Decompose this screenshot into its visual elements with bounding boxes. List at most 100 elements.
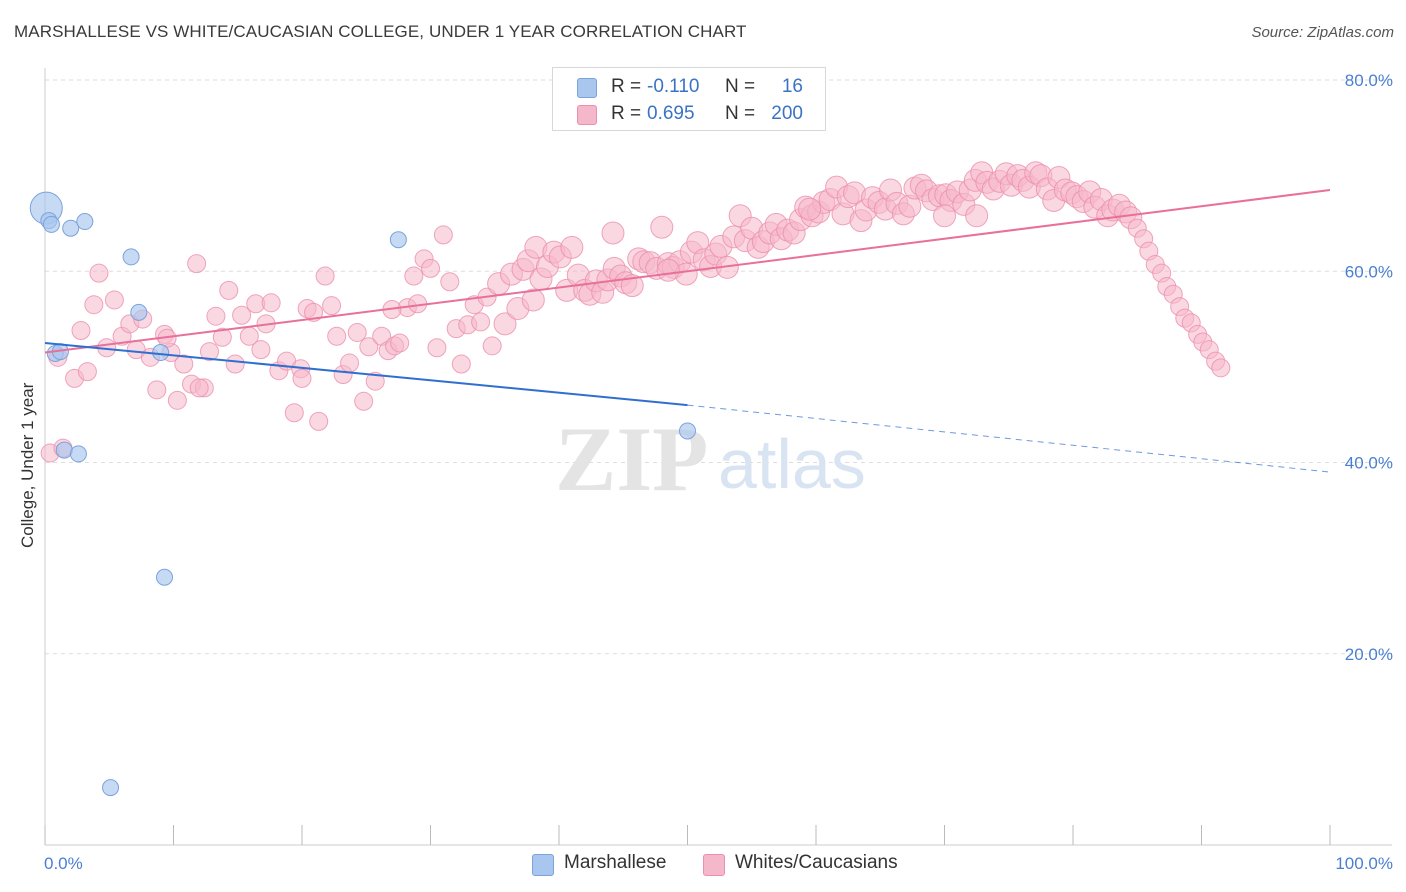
legend-swatch-blue	[577, 78, 597, 98]
y-tick-label: 80.0%	[1345, 71, 1393, 90]
x-tick-label: 100.0%	[1335, 854, 1393, 873]
legend-n-value: 16	[781, 76, 803, 97]
x-tick-labels: 0.0% 100.0%	[44, 854, 1393, 873]
whites-point	[365, 371, 385, 391]
whites-point	[187, 254, 207, 274]
whites-point	[232, 305, 252, 325]
whites-point	[225, 354, 245, 374]
whites-point	[206, 306, 226, 326]
whites-points	[40, 161, 1231, 463]
whites-point	[261, 293, 281, 313]
whites-point	[421, 258, 440, 278]
legend-r-label: R =	[611, 76, 642, 97]
legend-row-marshallese: R = -0.110 N = 16	[553, 74, 825, 100]
marshallese-point	[122, 248, 140, 266]
whites-trend-line	[44, 188, 1331, 354]
marshallese-point	[69, 445, 87, 463]
whites-point	[167, 390, 187, 410]
marshallese-point	[389, 231, 407, 249]
whites-point	[219, 280, 239, 300]
legend-r-value: -0.110	[647, 76, 700, 97]
whites-point	[560, 235, 584, 259]
marshallese-point	[62, 219, 80, 237]
whites-point	[347, 322, 367, 342]
whites-point	[327, 326, 347, 346]
marshallese-point	[679, 422, 696, 440]
whites-point	[284, 403, 304, 423]
whites-point	[390, 333, 410, 353]
whites-point	[798, 197, 822, 221]
whites-point	[1211, 358, 1231, 378]
series-legend-label: Marshallese	[564, 852, 667, 873]
legend-swatch-blue	[532, 854, 554, 876]
series-legend: Marshallese Whites/Caucasians	[0, 852, 1406, 876]
legend-row-whites: R = 0.695 N = 200	[553, 101, 825, 127]
whites-point	[174, 354, 194, 374]
whites-point	[189, 378, 209, 398]
whites-point	[292, 368, 312, 388]
whites-point	[77, 362, 97, 382]
whites-point	[404, 266, 424, 286]
grid-lines	[45, 79, 1392, 655]
legend-n-label: N =	[725, 76, 756, 97]
marshallese-points	[29, 191, 696, 797]
marshallese-point	[152, 344, 170, 362]
chart-title: MARSHALLESE VS WHITE/CAUCASIAN COLLEGE, …	[14, 22, 747, 41]
whites-point	[354, 391, 374, 411]
y-axis-label: College, Under 1 year	[18, 382, 37, 548]
whites-point	[601, 221, 625, 245]
legend-swatch-pink	[577, 105, 597, 125]
whites-point	[440, 272, 460, 292]
whites-point	[89, 263, 109, 283]
trend-lines	[44, 188, 1331, 473]
marshallese-point	[156, 568, 174, 586]
legend-n-value: 200	[771, 103, 803, 124]
legend-swatch-pink	[703, 854, 725, 876]
whites-point	[433, 225, 453, 245]
whites-point	[650, 215, 674, 239]
whites-point	[620, 274, 644, 298]
watermark: ZIP atlas	[555, 408, 866, 510]
y-tick-label: 20.0%	[1345, 645, 1393, 664]
whites-point	[471, 312, 491, 332]
whites-point	[427, 338, 447, 358]
whites-point	[147, 380, 167, 400]
whites-point	[71, 321, 91, 341]
whites-point	[965, 204, 989, 228]
whites-point	[199, 342, 219, 362]
y-tick-label: 60.0%	[1345, 262, 1393, 281]
y-tick-labels: 20.0% 40.0% 60.0% 80.0%	[1345, 71, 1393, 664]
y-tick-label: 40.0%	[1345, 454, 1393, 473]
legend-r-value: 0.695	[647, 103, 695, 124]
whites-point	[251, 340, 271, 360]
marshallese-point	[102, 779, 120, 797]
whites-point	[304, 302, 324, 322]
legend-r-label: R =	[611, 103, 642, 124]
whites-point	[309, 411, 329, 431]
source-label: Source: ZipAtlas.com	[1251, 24, 1394, 41]
x-tick-label: 0.0%	[44, 854, 83, 873]
marshallese-trend-line	[44, 341, 688, 407]
watermark-atlas: atlas	[718, 425, 866, 503]
whites-point	[315, 266, 335, 286]
marshallese-trend-extension	[687, 404, 1331, 473]
whites-point	[451, 354, 471, 374]
whites-point	[933, 204, 956, 228]
marshallese-point	[76, 213, 94, 231]
whites-point	[359, 337, 379, 357]
marshallese-point	[42, 215, 60, 233]
whites-point	[84, 295, 104, 315]
whites-point	[212, 327, 232, 347]
marshallese-point	[55, 441, 73, 459]
series-legend-label: Whites/Caucasians	[735, 852, 898, 873]
whites-point	[340, 353, 360, 373]
whites-point	[521, 288, 545, 312]
marshallese-point	[130, 303, 148, 321]
whites-point	[493, 312, 517, 336]
whites-point	[482, 336, 502, 356]
correlation-legend: R = -0.110 N = 16 R = 0.695 N = 200	[552, 67, 826, 131]
legend-n-label: N =	[725, 103, 756, 124]
whites-point	[656, 258, 680, 282]
whites-point	[104, 290, 124, 310]
